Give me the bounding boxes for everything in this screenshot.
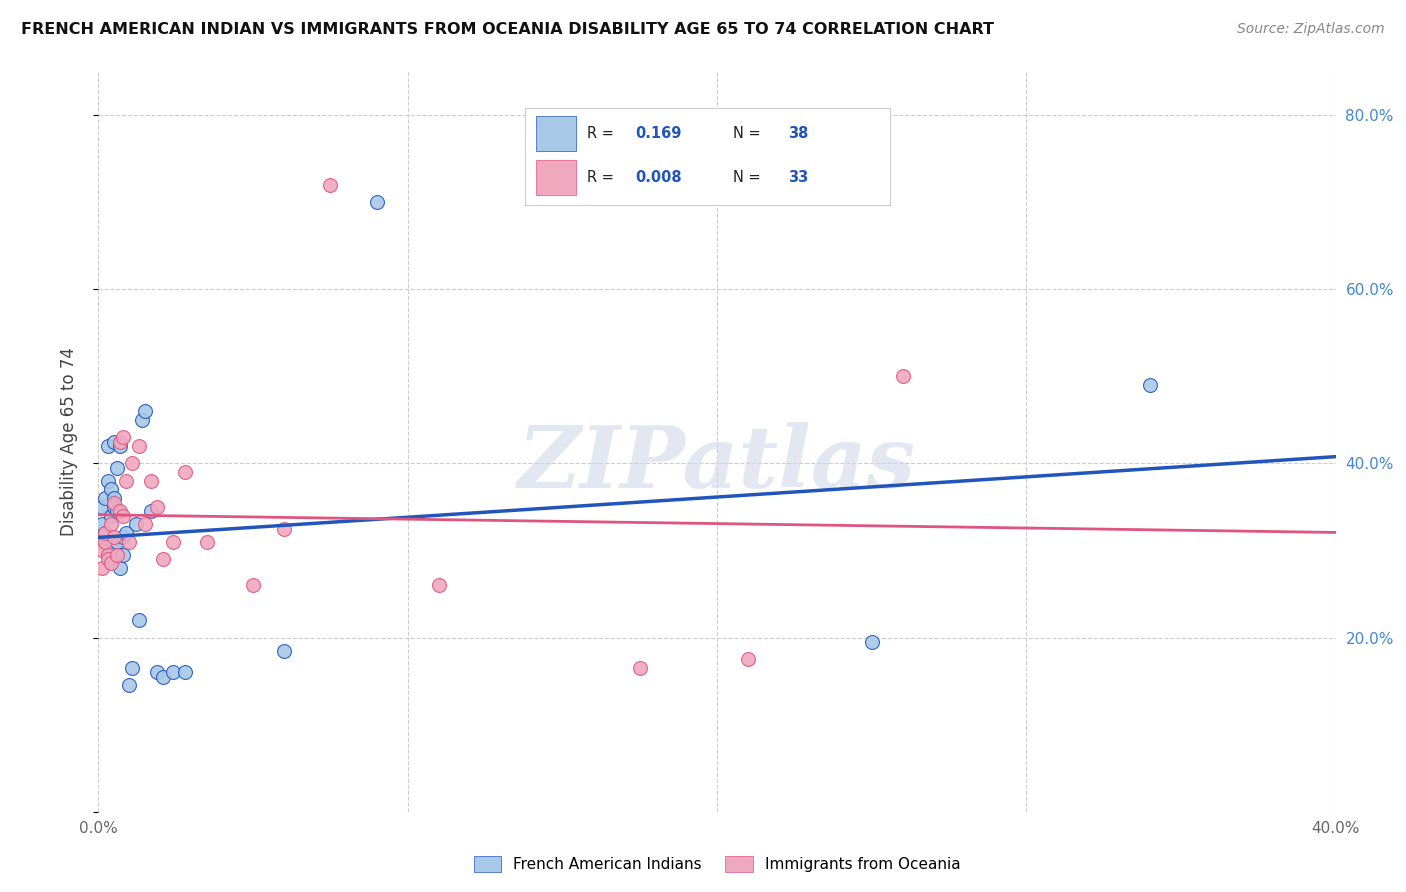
Point (1139, 378, 1161, 392)
Point (103, 530, 125, 544)
Point (105, 460, 128, 475)
Point (93, 491, 115, 505)
Point (105, 534, 128, 549)
Point (97, 439, 120, 453)
Point (273, 643, 295, 657)
Point (93, 526, 115, 541)
Point (134, 404, 156, 418)
Point (162, 534, 184, 549)
Point (97, 534, 120, 549)
Point (97, 474, 120, 488)
Point (97, 552, 120, 566)
Point (90, 561, 112, 575)
Point (121, 661, 143, 675)
Point (108, 434, 131, 449)
Point (112, 548, 135, 562)
Point (162, 665, 184, 680)
Point (118, 534, 141, 549)
Point (891, 369, 914, 384)
Point (152, 670, 174, 684)
Point (103, 434, 125, 449)
Point (860, 635, 883, 649)
Point (737, 652, 759, 666)
Point (427, 578, 450, 592)
Point (108, 439, 131, 453)
Point (105, 548, 128, 562)
Point (97, 548, 120, 562)
Point (103, 500, 125, 514)
Point (105, 504, 128, 518)
Y-axis label: Disability Age 65 to 74: Disability Age 65 to 74 (59, 347, 77, 536)
Point (103, 491, 125, 505)
Point (108, 561, 131, 575)
Point (100, 508, 122, 523)
Point (124, 517, 146, 532)
Point (90, 500, 112, 514)
Point (242, 578, 264, 592)
Point (93, 526, 115, 541)
Point (134, 517, 156, 532)
Point (103, 495, 125, 509)
Point (319, 178, 342, 192)
Point (139, 474, 162, 488)
Text: Source: ZipAtlas.com: Source: ZipAtlas.com (1237, 22, 1385, 37)
Point (115, 526, 138, 541)
Point (273, 522, 295, 536)
Point (152, 552, 174, 566)
Text: ZIPatlas: ZIPatlas (517, 422, 917, 506)
Point (131, 413, 153, 427)
Point (146, 500, 169, 514)
Point (90, 543, 112, 558)
Text: FRENCH AMERICAN INDIAN VS IMMIGRANTS FROM OCEANIA DISABILITY AGE 65 TO 74 CORREL: FRENCH AMERICAN INDIAN VS IMMIGRANTS FRO… (21, 22, 994, 37)
Point (366, 194, 388, 209)
Point (128, 439, 150, 453)
Point (100, 483, 122, 497)
Point (90, 517, 112, 532)
Point (118, 678, 141, 692)
Point (121, 456, 143, 470)
Point (112, 530, 135, 544)
Point (100, 557, 122, 571)
Point (195, 534, 218, 549)
Point (100, 548, 122, 562)
Point (112, 508, 135, 523)
Point (174, 665, 197, 680)
Point (103, 543, 125, 558)
Point (115, 474, 138, 488)
Point (128, 613, 150, 627)
Point (139, 504, 162, 518)
Point (146, 665, 169, 680)
Point (108, 504, 131, 518)
Legend: French American Indians, Immigrants from Oceania: French American Indians, Immigrants from… (468, 850, 966, 878)
Point (100, 548, 122, 562)
Point (112, 430, 135, 444)
Point (174, 465, 197, 479)
Point (93, 534, 115, 549)
Point (100, 517, 122, 532)
Point (628, 661, 651, 675)
